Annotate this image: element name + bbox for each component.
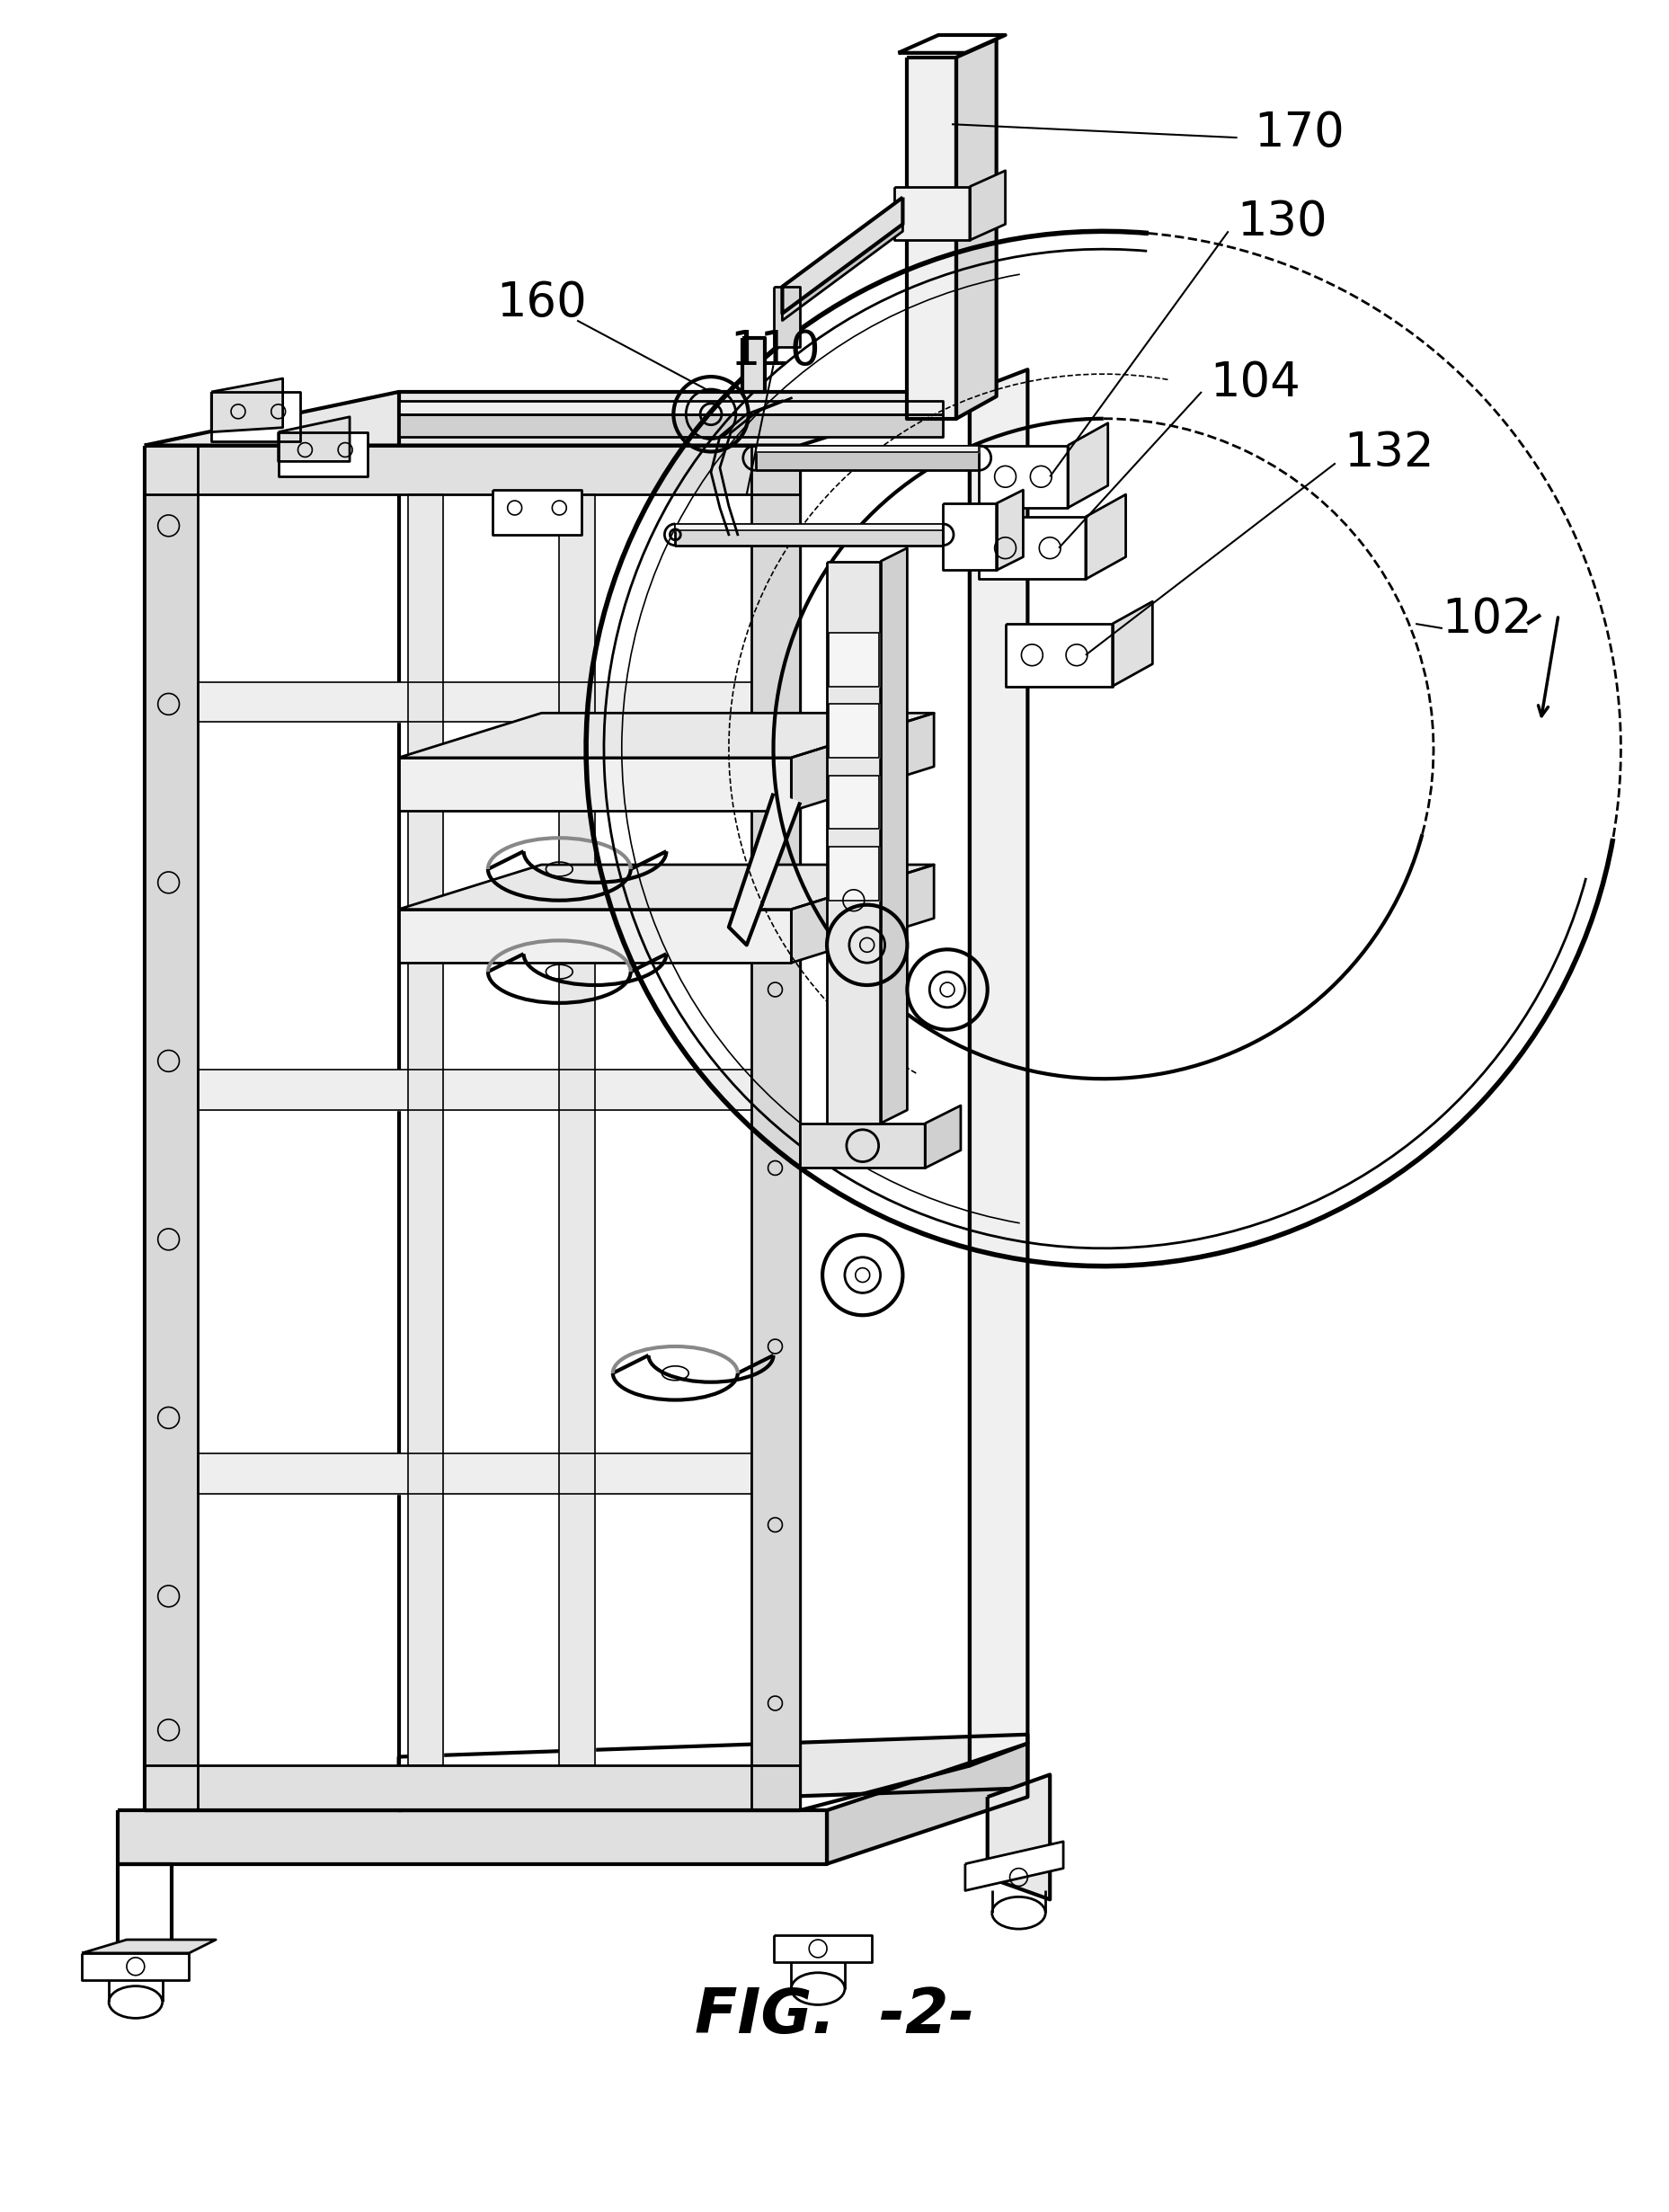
Polygon shape bbox=[799, 1124, 925, 1168]
Polygon shape bbox=[1085, 495, 1125, 580]
Polygon shape bbox=[986, 1774, 1050, 1900]
Polygon shape bbox=[399, 712, 933, 759]
Polygon shape bbox=[970, 369, 1026, 1765]
Polygon shape bbox=[828, 847, 878, 900]
Text: 130: 130 bbox=[1237, 199, 1327, 246]
Polygon shape bbox=[674, 524, 943, 546]
Polygon shape bbox=[970, 170, 1005, 241]
Polygon shape bbox=[199, 1071, 751, 1110]
Polygon shape bbox=[1066, 422, 1107, 509]
Polygon shape bbox=[118, 1865, 172, 1971]
Polygon shape bbox=[754, 445, 978, 471]
Polygon shape bbox=[212, 392, 300, 440]
Polygon shape bbox=[741, 338, 764, 392]
Text: FIG.  -2-: FIG. -2- bbox=[694, 1986, 975, 2046]
Polygon shape bbox=[781, 197, 903, 314]
Polygon shape bbox=[407, 495, 442, 1765]
Text: 132: 132 bbox=[1344, 429, 1434, 476]
Polygon shape bbox=[773, 288, 799, 347]
Polygon shape bbox=[145, 392, 970, 445]
Polygon shape bbox=[145, 445, 199, 1809]
Polygon shape bbox=[1005, 624, 1112, 686]
Polygon shape bbox=[82, 1953, 189, 1980]
Polygon shape bbox=[212, 378, 282, 431]
Polygon shape bbox=[898, 35, 1005, 53]
Polygon shape bbox=[791, 865, 933, 962]
Polygon shape bbox=[399, 1734, 1026, 1809]
Polygon shape bbox=[978, 518, 1085, 580]
Polygon shape bbox=[399, 400, 943, 414]
Polygon shape bbox=[279, 416, 349, 462]
Polygon shape bbox=[754, 445, 978, 453]
Polygon shape bbox=[399, 865, 933, 909]
Polygon shape bbox=[893, 186, 970, 241]
Polygon shape bbox=[145, 445, 799, 1809]
Polygon shape bbox=[118, 1809, 826, 1865]
Polygon shape bbox=[828, 703, 878, 759]
Text: 110: 110 bbox=[729, 327, 819, 376]
Polygon shape bbox=[399, 414, 943, 436]
Text: 104: 104 bbox=[1208, 361, 1300, 407]
Polygon shape bbox=[674, 524, 943, 531]
Polygon shape bbox=[492, 491, 581, 535]
Text: 102: 102 bbox=[1440, 595, 1532, 644]
Polygon shape bbox=[751, 445, 799, 1809]
Polygon shape bbox=[145, 445, 799, 495]
Text: 160: 160 bbox=[496, 279, 586, 325]
Polygon shape bbox=[199, 1453, 751, 1493]
Polygon shape bbox=[399, 909, 791, 962]
Polygon shape bbox=[1112, 602, 1152, 686]
Polygon shape bbox=[145, 1765, 799, 1809]
Polygon shape bbox=[828, 776, 878, 830]
Polygon shape bbox=[956, 40, 996, 418]
Text: 170: 170 bbox=[1253, 111, 1344, 157]
Polygon shape bbox=[925, 1106, 960, 1168]
Polygon shape bbox=[943, 504, 996, 571]
Polygon shape bbox=[880, 549, 906, 1124]
Polygon shape bbox=[791, 712, 933, 812]
Polygon shape bbox=[906, 58, 956, 418]
Polygon shape bbox=[199, 681, 751, 721]
Polygon shape bbox=[399, 759, 791, 812]
Polygon shape bbox=[781, 223, 903, 321]
Polygon shape bbox=[996, 491, 1023, 571]
Polygon shape bbox=[978, 445, 1066, 509]
Polygon shape bbox=[279, 431, 367, 476]
Polygon shape bbox=[773, 1936, 871, 1962]
Polygon shape bbox=[965, 1843, 1063, 1891]
Polygon shape bbox=[826, 562, 880, 1124]
Polygon shape bbox=[828, 633, 878, 686]
Polygon shape bbox=[559, 495, 594, 1765]
Polygon shape bbox=[82, 1940, 215, 1953]
Polygon shape bbox=[728, 794, 799, 945]
Polygon shape bbox=[826, 1743, 1026, 1865]
